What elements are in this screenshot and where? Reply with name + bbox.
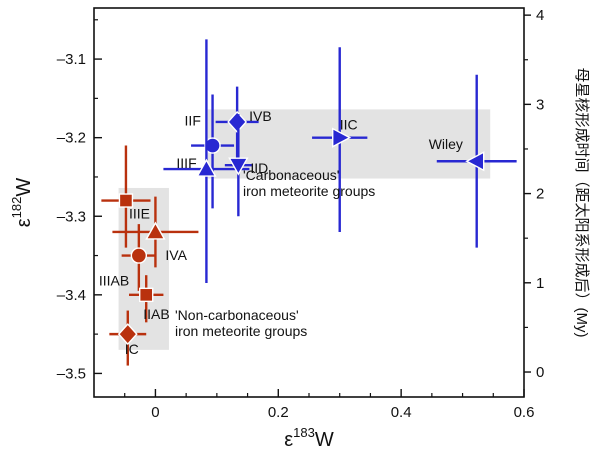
y-tick-label: –3.3: [57, 208, 86, 225]
point-iic: [332, 127, 352, 148]
point-label-iiiab: IIIAB: [99, 273, 129, 289]
x-tick-label: 0: [151, 404, 159, 421]
point-label-iid: IID: [250, 160, 268, 176]
y-tick-label: –3.4: [57, 287, 86, 304]
note-noncarbonaceous-line: iron meteorite groups: [175, 323, 307, 339]
y-axis-title-base: ε: [13, 218, 35, 227]
point-label-wiley: Wiley: [429, 136, 463, 152]
point-iid: [228, 157, 249, 176]
point-ic: [117, 323, 138, 346]
y2-tick-label: 1: [536, 275, 544, 292]
point-ivb: [227, 110, 248, 133]
point-label-iic: IIC: [340, 117, 358, 133]
y2-axis-title-group: 母星核形成时间（距太阳系形成后）(My): [573, 68, 590, 338]
point-label-iiie: IIIE: [129, 206, 150, 222]
x-axis-title-base: ε: [284, 429, 293, 451]
y-axis-title-group: ε182W: [9, 178, 35, 228]
note-carbonaceous-line: 'Carbonaceous': [243, 167, 339, 183]
y-axis-title-sup: 182: [9, 197, 24, 219]
point-iva: [145, 221, 166, 240]
point-label-ivb: IVB: [249, 108, 272, 124]
note-carbonaceous-line: iron meteorite groups: [243, 183, 375, 199]
point-iiie: [118, 193, 134, 208]
x-axis-title-sup: 183: [293, 425, 315, 440]
point-wiley: [465, 151, 485, 172]
point-iif: [204, 137, 221, 154]
y2-tick-label: 4: [536, 7, 544, 24]
y2-axis-title: 母星核形成时间（距太阳系形成后）(My): [573, 68, 590, 338]
y2-tick-label: 3: [536, 96, 544, 113]
x-tick-label: 0.2: [268, 404, 289, 421]
y-tick-label: –3.5: [57, 365, 86, 382]
y2-tick-label: 0: [536, 364, 544, 381]
x-axis-title-tail: W: [315, 429, 334, 451]
note-noncarbonaceous-line: 'Non-carbonaceous': [175, 307, 299, 323]
y2-tick-label: 2: [536, 186, 544, 203]
point-label-iva: IVA: [165, 247, 187, 263]
x-tick-label: 0.4: [391, 404, 412, 421]
y-axis-title: ε182W: [9, 178, 35, 228]
point-iiif: [196, 158, 217, 177]
point-label-iiab: IIAB: [143, 306, 169, 322]
point-iiab: [139, 287, 154, 303]
point-label-iiif: IIIF: [176, 155, 196, 171]
x-axis-title: ε183W: [284, 425, 334, 451]
x-tick-label: 0.6: [514, 404, 535, 421]
point-label-iif: IIF: [185, 113, 201, 129]
point-label-ic: IC: [125, 341, 139, 357]
y-tick-label: –3.2: [57, 130, 86, 147]
y-axis-title-tail: W: [13, 178, 35, 197]
y-tick-label: –3.1: [57, 51, 86, 68]
point-iiiab: [130, 247, 148, 264]
